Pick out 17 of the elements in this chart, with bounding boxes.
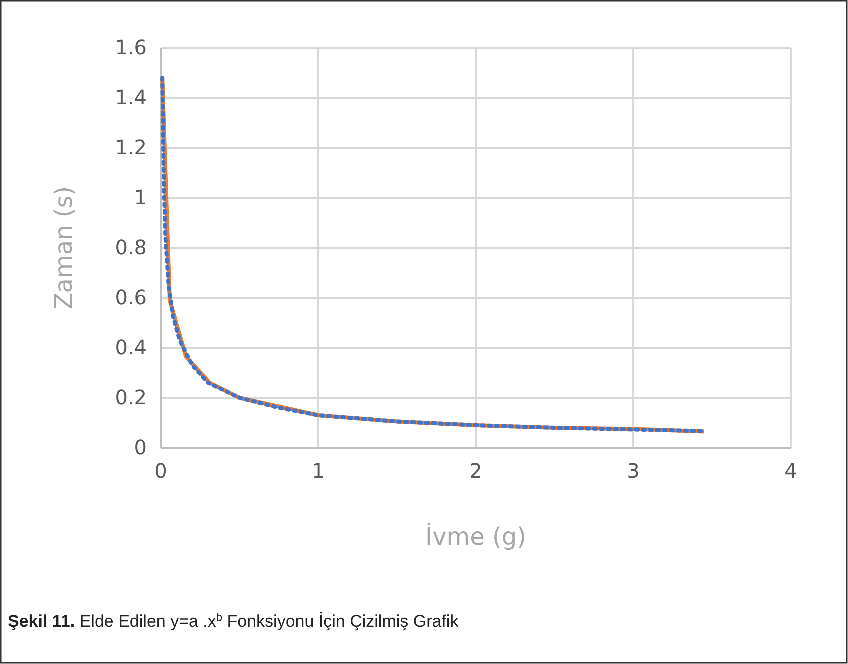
y-tick-label: 1.2: [115, 135, 147, 160]
text: Şekil 11. Elde Edilen y=a .x$^{b}$ Fonksiyonu İçin Çizilmiş Grafik: [8, 612, 460, 631]
x-tick-label: 0: [154, 459, 168, 484]
y-tick-label: 0: [134, 435, 147, 460]
y-tick-label: 0.2: [115, 385, 147, 410]
y-axis-title: Zaman (s): [50, 186, 78, 310]
y-tick-label: 0.4: [115, 335, 147, 360]
y-tick-label: 1.4: [115, 85, 147, 110]
y-tick-label: 0.6: [115, 285, 147, 310]
x-tick-label: 4: [784, 459, 798, 484]
y-tick-label: 1.6: [115, 35, 147, 60]
x-tick-label: 1: [312, 459, 325, 484]
y-tick-label: 1: [134, 185, 147, 210]
y-tick-label: 0.8: [115, 235, 147, 260]
x-tick-label: 3: [627, 459, 640, 484]
x-axis-title: İvme (g): [425, 523, 527, 551]
x-tick-label: 2: [470, 459, 482, 484]
